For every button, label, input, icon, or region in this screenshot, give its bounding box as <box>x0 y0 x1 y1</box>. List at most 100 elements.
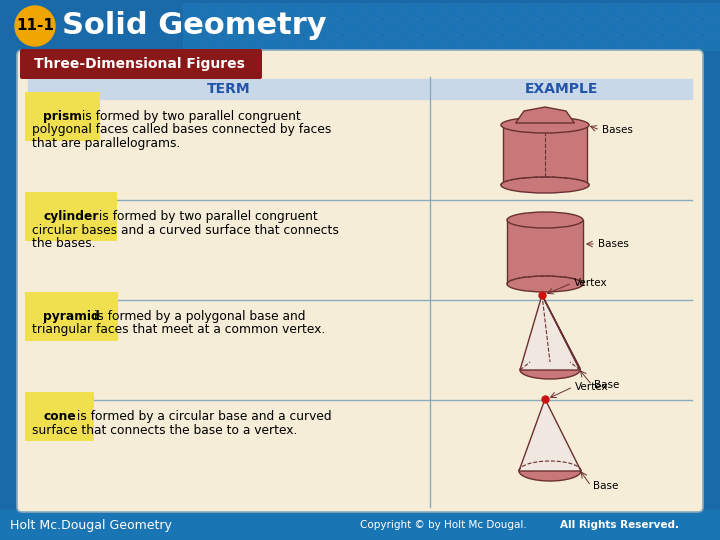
Text: All Rights Reserved.: All Rights Reserved. <box>560 520 679 530</box>
Text: Bases: Bases <box>598 239 629 249</box>
FancyBboxPatch shape <box>204 36 222 51</box>
Polygon shape <box>519 399 581 471</box>
FancyBboxPatch shape <box>703 19 720 35</box>
Text: that are parallelograms.: that are parallelograms. <box>32 137 181 150</box>
FancyBboxPatch shape <box>603 36 623 51</box>
Ellipse shape <box>507 212 583 228</box>
Bar <box>507 219 583 284</box>
Text: surface that connects the base to a vertex.: surface that connects the base to a vert… <box>32 423 297 436</box>
FancyBboxPatch shape <box>184 19 202 35</box>
FancyBboxPatch shape <box>464 36 482 51</box>
FancyBboxPatch shape <box>564 36 582 51</box>
Text: is formed by a circular base and a curved: is formed by a circular base and a curve… <box>73 410 332 423</box>
FancyBboxPatch shape <box>484 36 503 51</box>
FancyBboxPatch shape <box>544 3 562 18</box>
Text: Solid Geometry: Solid Geometry <box>62 11 327 40</box>
Text: cone: cone <box>43 410 76 423</box>
Bar <box>0 510 720 540</box>
Text: Copyright © by Holt Mc Dougal.: Copyright © by Holt Mc Dougal. <box>360 520 530 530</box>
FancyBboxPatch shape <box>703 36 720 51</box>
Ellipse shape <box>520 361 580 379</box>
Text: Bases: Bases <box>602 125 633 135</box>
FancyBboxPatch shape <box>624 19 642 35</box>
FancyBboxPatch shape <box>583 36 603 51</box>
FancyBboxPatch shape <box>664 19 683 35</box>
Text: circular bases and a curved surface that connects: circular bases and a curved surface that… <box>32 224 339 237</box>
FancyBboxPatch shape <box>264 19 282 35</box>
FancyBboxPatch shape <box>304 19 323 35</box>
Ellipse shape <box>507 276 583 292</box>
FancyBboxPatch shape <box>223 19 243 35</box>
FancyBboxPatch shape <box>403 3 423 18</box>
FancyBboxPatch shape <box>243 3 263 18</box>
Text: pyramid: pyramid <box>43 310 100 323</box>
FancyBboxPatch shape <box>423 19 443 35</box>
FancyBboxPatch shape <box>423 36 443 51</box>
Text: cylinder: cylinder <box>43 210 99 223</box>
FancyBboxPatch shape <box>564 3 582 18</box>
FancyBboxPatch shape <box>444 19 462 35</box>
Bar <box>0 0 720 52</box>
Text: A: A <box>32 110 44 123</box>
FancyBboxPatch shape <box>683 36 703 51</box>
FancyBboxPatch shape <box>223 36 243 51</box>
FancyBboxPatch shape <box>384 3 402 18</box>
FancyBboxPatch shape <box>17 50 703 512</box>
FancyBboxPatch shape <box>503 3 523 18</box>
FancyBboxPatch shape <box>523 36 542 51</box>
FancyBboxPatch shape <box>364 36 382 51</box>
FancyBboxPatch shape <box>523 19 542 35</box>
FancyBboxPatch shape <box>264 3 282 18</box>
FancyBboxPatch shape <box>343 36 362 51</box>
Text: is formed by two parallel congruent: is formed by two parallel congruent <box>95 210 318 223</box>
FancyBboxPatch shape <box>644 19 662 35</box>
FancyBboxPatch shape <box>284 19 302 35</box>
FancyBboxPatch shape <box>423 3 443 18</box>
FancyBboxPatch shape <box>364 3 382 18</box>
Text: is formed by two parallel congruent: is formed by two parallel congruent <box>78 110 301 123</box>
FancyBboxPatch shape <box>384 19 402 35</box>
FancyBboxPatch shape <box>644 3 662 18</box>
FancyBboxPatch shape <box>384 36 402 51</box>
Text: TERM: TERM <box>207 82 251 96</box>
FancyBboxPatch shape <box>464 3 482 18</box>
FancyBboxPatch shape <box>304 3 323 18</box>
Text: EXAMPLE: EXAMPLE <box>524 82 598 96</box>
Bar <box>430 79 692 99</box>
FancyBboxPatch shape <box>644 36 662 51</box>
Text: prism: prism <box>43 110 82 123</box>
Ellipse shape <box>519 461 581 481</box>
FancyBboxPatch shape <box>403 19 423 35</box>
Circle shape <box>15 6 55 46</box>
FancyBboxPatch shape <box>583 3 603 18</box>
FancyBboxPatch shape <box>343 3 362 18</box>
FancyBboxPatch shape <box>664 3 683 18</box>
FancyBboxPatch shape <box>624 3 642 18</box>
FancyBboxPatch shape <box>304 36 323 51</box>
Text: A: A <box>32 210 44 223</box>
FancyBboxPatch shape <box>284 36 302 51</box>
Text: Base: Base <box>594 380 619 390</box>
FancyBboxPatch shape <box>664 36 683 51</box>
FancyBboxPatch shape <box>243 36 263 51</box>
Text: Holt Mc.Dougal Geometry: Holt Mc.Dougal Geometry <box>10 518 172 531</box>
FancyBboxPatch shape <box>683 3 703 18</box>
FancyBboxPatch shape <box>523 3 542 18</box>
Text: Base: Base <box>593 481 618 491</box>
Text: 11-1: 11-1 <box>16 18 54 33</box>
FancyBboxPatch shape <box>603 3 623 18</box>
Text: A: A <box>32 310 44 323</box>
FancyBboxPatch shape <box>204 3 222 18</box>
FancyBboxPatch shape <box>323 36 343 51</box>
Text: Vertex: Vertex <box>575 382 608 392</box>
FancyBboxPatch shape <box>444 3 462 18</box>
FancyBboxPatch shape <box>184 3 202 18</box>
Bar <box>503 125 587 185</box>
Text: A: A <box>32 410 44 423</box>
FancyBboxPatch shape <box>544 36 562 51</box>
FancyBboxPatch shape <box>243 19 263 35</box>
FancyBboxPatch shape <box>364 19 382 35</box>
FancyBboxPatch shape <box>223 3 243 18</box>
FancyBboxPatch shape <box>264 36 282 51</box>
FancyBboxPatch shape <box>503 19 523 35</box>
